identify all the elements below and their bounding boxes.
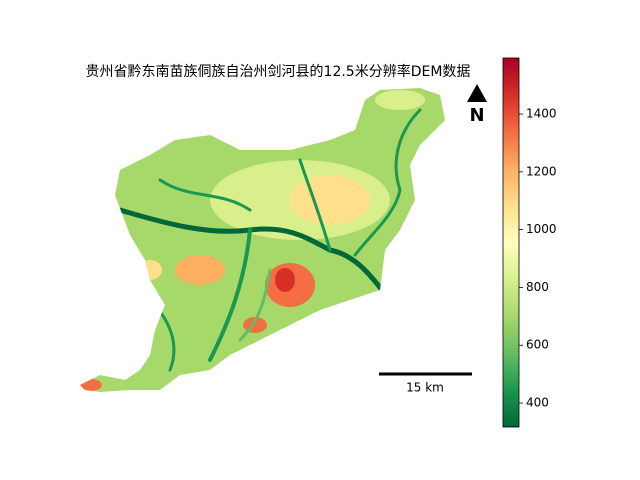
colorbar-tick-label: 400 xyxy=(526,396,549,410)
colorbar-tick-label: 1200 xyxy=(526,164,557,178)
colorbar-tick-label: 800 xyxy=(526,280,549,294)
dem-map xyxy=(80,88,445,392)
map-title: 贵州省黔东南苗族侗族自治州剑河县的12.5米分辨率DEM数据 xyxy=(86,63,471,80)
colorbar-tick-label: 600 xyxy=(526,338,549,352)
colorbar xyxy=(502,57,520,428)
colorbar-tick-label: 1000 xyxy=(526,222,557,236)
colorbar-tick-label: 1400 xyxy=(526,107,557,121)
scale-bar-label: 15 km xyxy=(406,381,444,395)
north-arrow xyxy=(467,84,487,102)
north-label: N xyxy=(469,105,484,126)
